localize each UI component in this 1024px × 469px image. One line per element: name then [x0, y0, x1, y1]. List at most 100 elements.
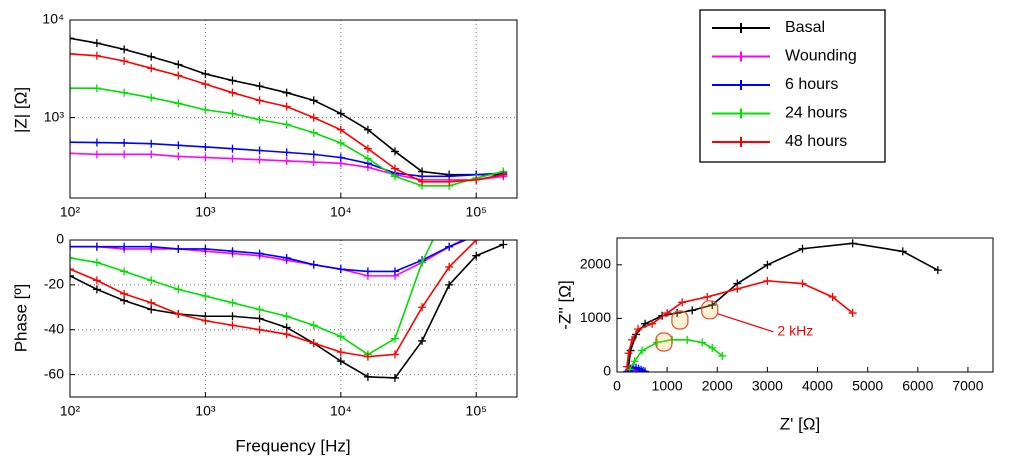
annotation: 2 kHz: [777, 323, 813, 339]
point-marker: [92, 84, 101, 93]
x-tick-label: 6000: [902, 378, 933, 394]
point-marker: [445, 280, 454, 289]
point-marker: [763, 260, 772, 269]
point-marker: [390, 373, 399, 382]
x-tick-label: 10⁴: [330, 403, 352, 419]
point-marker: [92, 258, 101, 267]
legend-marker: [737, 80, 745, 90]
point-marker: [309, 128, 318, 137]
point-marker: [228, 298, 237, 307]
point-marker: [70, 149, 74, 158]
point-marker: [445, 177, 454, 186]
point-marker: [201, 142, 210, 151]
point-marker: [70, 49, 74, 58]
point-marker: [120, 138, 129, 147]
x-tick-label: 10³: [195, 403, 216, 419]
point-marker: [228, 76, 237, 85]
point-marker: [638, 346, 647, 355]
point-marker: [147, 298, 156, 307]
point-marker: [120, 289, 129, 298]
point-marker: [282, 120, 291, 129]
point-marker: [472, 175, 481, 184]
point-marker: [228, 247, 237, 256]
point-marker: [309, 339, 318, 348]
point-marker: [336, 153, 345, 162]
x-tick-label: 10²: [60, 204, 81, 220]
point-marker: [92, 138, 101, 147]
point-marker: [120, 150, 129, 159]
point-marker: [147, 139, 156, 148]
point-marker: [390, 334, 399, 343]
x-tick-label: 0: [613, 378, 621, 394]
legend-label: Basal: [785, 19, 825, 36]
point-marker: [174, 141, 183, 150]
point-marker: [933, 266, 942, 275]
x-tick-label: 5000: [852, 378, 883, 394]
legend-marker: [737, 23, 745, 33]
x-tick-label: 10³: [195, 204, 216, 220]
point-marker: [798, 279, 807, 288]
point-marker: [228, 321, 237, 330]
plot-frame: [616, 237, 994, 373]
x-tick-label: 10²: [60, 403, 81, 419]
point-marker: [624, 349, 633, 358]
point-marker: [733, 284, 742, 293]
point-marker: [472, 251, 481, 260]
point-marker: [201, 105, 210, 114]
point-marker: [708, 343, 717, 352]
point-marker: [92, 276, 101, 285]
point-marker: [390, 172, 399, 181]
point-marker: [336, 109, 345, 118]
legend-marker: [737, 108, 745, 119]
point-marker: [309, 158, 318, 167]
point-marker: [70, 34, 74, 43]
point-marker: [363, 154, 372, 163]
point-marker: [848, 239, 857, 248]
x-tick-label: 10⁵: [466, 403, 487, 419]
point-marker: [92, 51, 101, 60]
point-marker: [418, 177, 427, 186]
point-marker: [703, 292, 712, 301]
y-tick-label: 2000: [580, 256, 611, 272]
point-marker: [499, 223, 507, 231]
point-marker: [201, 316, 210, 325]
point-marker: [255, 305, 264, 314]
point-marker: [201, 292, 210, 301]
point-marker: [390, 350, 399, 359]
point-marker: [678, 298, 687, 307]
point-marker: [92, 242, 101, 251]
point-marker: [92, 39, 101, 48]
point-marker: [390, 164, 399, 173]
point-marker: [499, 170, 508, 179]
point-marker: [70, 242, 74, 251]
x-tick-label: 4000: [802, 378, 833, 394]
point-marker: [898, 247, 907, 256]
point-marker: [70, 253, 74, 262]
x-tick-label: 1000: [652, 378, 683, 394]
point-marker: [120, 57, 129, 66]
point-marker: [445, 202, 453, 210]
point-marker: [174, 285, 183, 294]
x-axis-label: Frequency [Hz]: [235, 436, 350, 455]
point-marker: [282, 88, 291, 97]
legend-marker: [737, 137, 745, 147]
point-marker: [92, 150, 101, 159]
point-marker: [336, 125, 345, 134]
x-tick-label: 10⁵: [466, 204, 487, 220]
point-marker: [363, 125, 372, 134]
y-tick-label: 10³: [44, 108, 65, 124]
point-marker: [228, 312, 237, 321]
point-marker: [653, 338, 662, 347]
point-marker: [798, 244, 807, 253]
highlight: [671, 310, 689, 330]
point-marker: [228, 144, 237, 153]
point-marker: [663, 309, 672, 318]
point-marker: [637, 365, 646, 372]
point-marker: [147, 93, 156, 102]
legend-marker: [737, 51, 745, 62]
point-marker: [174, 71, 183, 80]
point-marker: [282, 312, 291, 321]
point-marker: [255, 249, 264, 258]
y-axis-label: -Z'' [Ω]: [555, 280, 574, 329]
point-marker: [147, 276, 156, 285]
